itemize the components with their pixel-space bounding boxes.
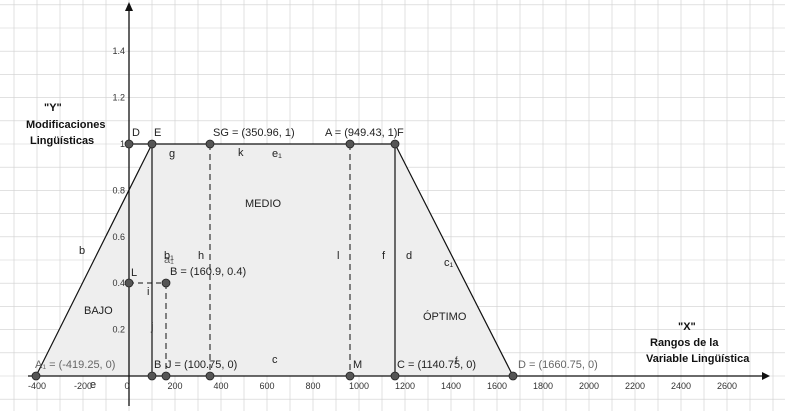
label-d-bottom: D = (1660.75, 0) (518, 359, 598, 371)
label-m: M (353, 359, 362, 371)
label-a: A = (949.43, 1) (325, 127, 397, 139)
x-tick-label: 2400 (671, 381, 691, 391)
segment-label-e: e (90, 379, 96, 391)
segment-label-i: i (147, 286, 149, 298)
y-tick-label: 0.4 (112, 278, 125, 288)
point-d-top (124, 139, 134, 149)
segment-label-b1: b₁ (164, 250, 174, 262)
label-l: L (131, 267, 137, 279)
label-f: F (397, 127, 404, 139)
segment-label-j: j (150, 321, 153, 333)
x-tick-label: 800 (305, 381, 320, 391)
segment-label-b: b (79, 245, 85, 257)
x-tick-label: 200 (167, 381, 182, 391)
point-a1 (31, 371, 41, 381)
trapezoid-region (36, 144, 513, 376)
x-tick-label: 1600 (487, 381, 507, 391)
label-e: E (154, 127, 161, 139)
y-axis-arrow (125, 2, 133, 11)
x-tick-label: -400 (28, 381, 46, 391)
label-b-bottom: B (154, 359, 161, 371)
x-tick-label: -200 (74, 381, 92, 391)
point-sg (205, 139, 215, 149)
x-title-line2: Rangos de la (650, 337, 719, 349)
y-tick-label: 0.2 (112, 325, 125, 335)
x-tick-label: 1800 (533, 381, 553, 391)
point-c (390, 371, 400, 381)
segment-label-a1: a₁ (164, 254, 174, 266)
y-title-line3: Lingüísticas (30, 135, 94, 147)
point-d-bottom (508, 371, 518, 381)
segment-label-l: l (337, 250, 339, 262)
segment-label-h: h (198, 250, 204, 262)
point-b-bottom (147, 371, 157, 381)
x-title-line3: Variable Lingüística (646, 353, 750, 365)
segment-c1 (394, 143, 514, 377)
point-b-mid (161, 278, 171, 288)
point-e (147, 139, 157, 149)
segment-label-d: d (406, 250, 412, 262)
x-tick-labels: -400 -200 0 200 400 600 800 1000 1200 1400 1600 180… (28, 381, 737, 391)
label-b-mid: B = (160.9, 0.4) (170, 266, 246, 278)
x-tick-label: 2200 (625, 381, 645, 391)
segment-label-k: k (238, 147, 244, 159)
x-tick-label: 2000 (579, 381, 599, 391)
x-axis-arrow (762, 372, 770, 380)
points (31, 139, 518, 381)
point-j (161, 371, 171, 381)
y-tick-labels: 0.2 0.4 0.6 0.8 1 1.2 1.4 (112, 46, 125, 334)
y-title-line1: "Y" (44, 102, 62, 114)
segment-label-g: g (169, 148, 175, 160)
point-a (345, 139, 355, 149)
label-c: C = (1140.75, 0) (397, 359, 476, 371)
segment-label-c1: c₁ (444, 257, 454, 269)
x-tick-label: 600 (259, 381, 274, 391)
point-l (124, 278, 134, 288)
x-tick-label: 0 (124, 381, 129, 391)
label-a1: A₁ = (-419.25, 0) (35, 359, 115, 371)
x-tick-label: 400 (213, 381, 228, 391)
y-tick-label: 0.6 (112, 232, 125, 242)
x-tick-label: 2600 (717, 381, 737, 391)
point-f (390, 139, 400, 149)
region-medio: MEDIO (245, 198, 282, 210)
segment-b (35, 143, 153, 377)
x-tick-label: 1200 (395, 381, 415, 391)
label-j: J = (100.75, 0) (166, 359, 237, 371)
y-tick-label: 1.2 (112, 93, 125, 103)
x-tick-label: 1000 (349, 381, 369, 391)
region-bajo: BAJO (84, 305, 113, 317)
point-sg-bottom (205, 371, 215, 381)
y-title-line2: Modificaciones (26, 119, 105, 131)
label-sg: SG = (350.96, 1) (213, 127, 295, 139)
segment-label-f: f (382, 250, 386, 262)
label-d-top: D (132, 127, 140, 139)
segment-label-e1: e₁ (272, 148, 282, 160)
x-tick-label: 1400 (441, 381, 461, 391)
region-optimo: ÓPTIMO (423, 310, 467, 323)
y-tick-label: 1 (120, 139, 125, 149)
x-title-line1: "X" (678, 321, 696, 333)
y-tick-label: 0.8 (112, 185, 125, 195)
segment-label-c: c (272, 354, 278, 366)
y-tick-label: 1.4 (112, 46, 125, 56)
point-m (345, 371, 355, 381)
segment-label-f2: f (455, 355, 458, 365)
